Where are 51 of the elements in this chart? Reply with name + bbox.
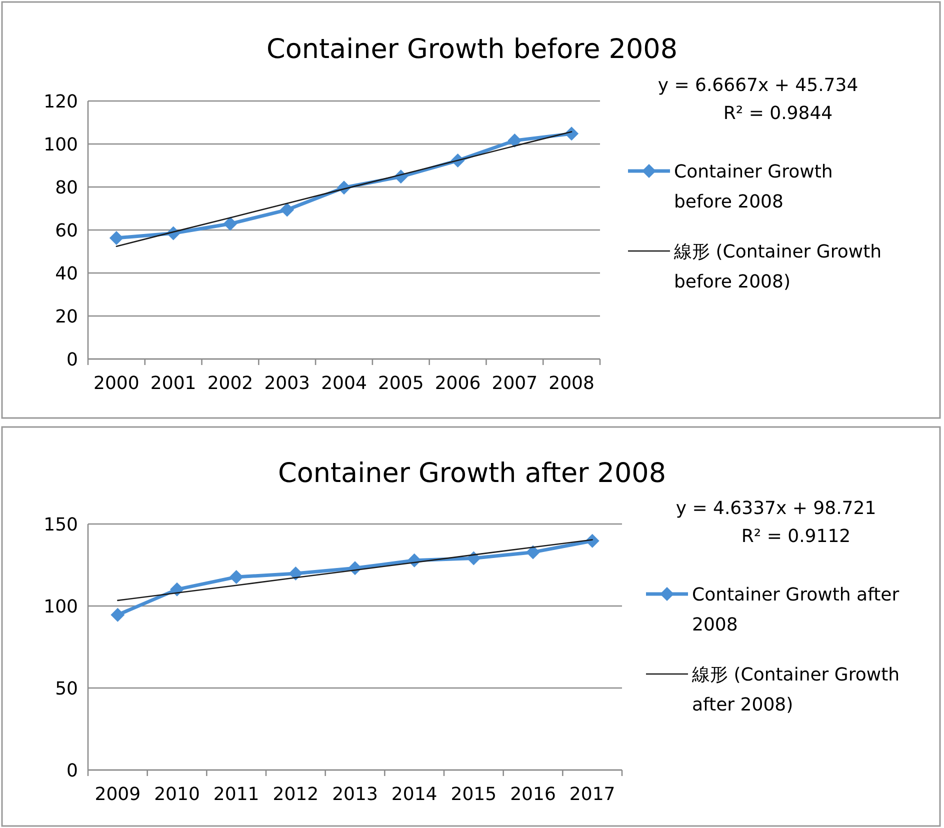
y-tick-label: 0 <box>66 349 78 370</box>
text: y = 6.6667x + 45.734 <box>658 75 858 96</box>
point <box>585 534 600 548</box>
point <box>110 608 125 622</box>
x-tick-label: 2000 <box>94 373 140 394</box>
legend-label: 線形 (Container Growth after 2008) <box>691 664 900 716</box>
x-tick-label: 2014 <box>391 784 438 805</box>
legend-label: 線形 (Container Growth before 2008) <box>673 241 882 292</box>
y-tick-label: 100 <box>44 596 78 618</box>
point <box>508 134 522 148</box>
point <box>526 545 540 560</box>
x-tick-label: 2002 <box>207 373 254 394</box>
point <box>109 230 124 245</box>
text: R² = 0.9112 <box>741 526 851 547</box>
point <box>170 582 184 596</box>
x-tick-label: 2007 <box>492 373 538 394</box>
y-tick-label: 150 <box>44 514 78 536</box>
point <box>229 570 244 584</box>
point <box>466 551 481 566</box>
legend-label: Container Growth after 2008 <box>692 584 900 636</box>
x-tick-label: 2008 <box>548 373 594 394</box>
x-tick-label: 2010 <box>154 784 200 805</box>
chart-title: Container Growth after 2008 <box>278 458 666 489</box>
x-tick-label: 2003 <box>264 373 310 394</box>
x-tick-label: 2015 <box>450 784 497 805</box>
point <box>280 202 294 217</box>
x-tick-label: 2001 <box>150 373 196 394</box>
point <box>288 566 303 581</box>
x-tick-label: 2005 <box>378 373 424 394</box>
text: y = 4.6337x + 98.721 <box>676 498 876 519</box>
x-tick-label: 2017 <box>569 784 616 805</box>
y-tick-label: 60 <box>55 220 78 242</box>
x-tick-label: 2006 <box>434 373 481 394</box>
y-tick-label: 50 <box>55 678 78 700</box>
y-tick-label: 120 <box>44 91 78 112</box>
x-tick-label: 2013 <box>332 784 378 805</box>
y-tick-label: 0 <box>66 760 78 782</box>
y-tick-label: 40 <box>55 263 78 284</box>
legend-label: Container Growth before 2008 <box>674 161 833 212</box>
y-tick-label: 80 <box>55 177 78 198</box>
x-tick-label: 2016 <box>510 784 556 805</box>
text: R² = 0.9844 <box>723 103 833 124</box>
chart-title: Container Growth before 2008 <box>266 34 678 65</box>
y-tick-label: 100 <box>44 134 78 156</box>
x-tick-label: 2012 <box>272 784 319 805</box>
y-tick-label: 20 <box>55 306 78 328</box>
point <box>223 216 238 231</box>
x-tick-label: 2011 <box>213 784 260 805</box>
x-tick-label: 2004 <box>321 373 367 394</box>
x-tick-label: 2009 <box>94 784 141 805</box>
point <box>564 126 579 141</box>
